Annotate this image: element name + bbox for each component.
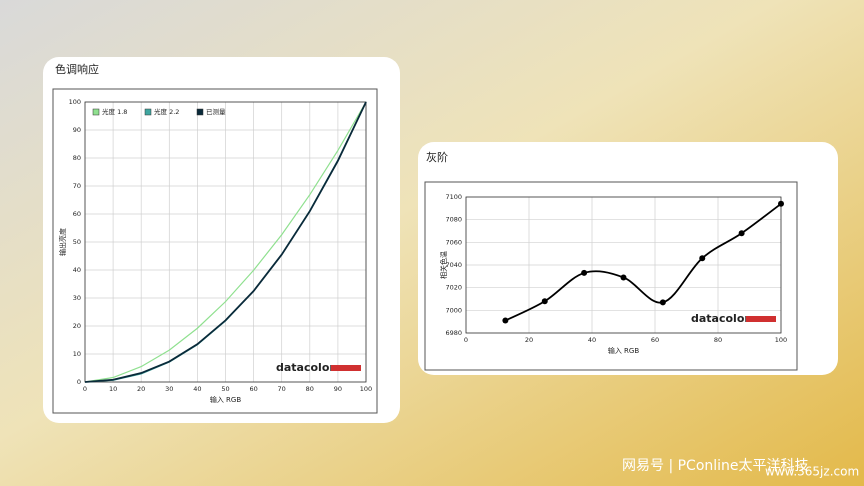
logo: datacolor <box>691 312 750 325</box>
legend-label: 已测量 <box>206 108 226 116</box>
watermark: www.365jz.com <box>765 465 859 479</box>
y-tick-label: 7000 <box>445 306 462 314</box>
x-tick-label: 80 <box>306 385 314 393</box>
y-tick-label: 70 <box>73 182 81 190</box>
marker <box>581 269 588 276</box>
plot-frame <box>424 181 798 371</box>
x-tick-label: 100 <box>360 385 372 393</box>
marker <box>620 274 627 281</box>
logo: datacolor <box>276 361 335 374</box>
y-tick-label: 7020 <box>445 284 462 292</box>
legend-swatch <box>196 108 204 116</box>
legend-swatch <box>92 108 100 116</box>
axes-box <box>465 196 782 334</box>
marker <box>778 200 784 207</box>
y-tick-label: 10 <box>73 350 81 358</box>
x-axis-label: 输入 RGB <box>210 395 242 404</box>
y-tick-label: 100 <box>69 98 81 106</box>
y-tick-label: 20 <box>73 322 81 330</box>
y-tick-label: 7040 <box>445 261 462 269</box>
y-tick-label: 7080 <box>445 216 462 224</box>
marker <box>699 255 706 262</box>
series-line <box>84 101 367 383</box>
y-tick-label: 40 <box>73 266 81 274</box>
x-tick-label: 40 <box>193 385 201 393</box>
y-tick-label: 6980 <box>445 329 462 337</box>
plot-frame <box>52 88 378 414</box>
y-tick-label: 7100 <box>445 193 462 201</box>
y-tick-label: 80 <box>73 154 81 162</box>
x-tick-label: 50 <box>221 385 229 393</box>
x-tick-label: 0 <box>83 385 87 393</box>
x-tick-label: 20 <box>137 385 145 393</box>
y-tick-label: 60 <box>73 210 81 218</box>
x-tick-label: 60 <box>249 385 257 393</box>
y-tick-label: 7060 <box>445 238 462 246</box>
y-axis-label: 相关色温 <box>439 251 448 279</box>
x-tick-label: 0 <box>464 336 468 344</box>
x-tick-label: 30 <box>165 385 173 393</box>
watermark: 网易号 | PConline太平洋科技 <box>622 458 809 474</box>
y-tick-label: 90 <box>73 126 81 134</box>
series-line <box>504 203 782 322</box>
x-tick-label: 10 <box>109 385 117 393</box>
marker <box>502 317 509 324</box>
x-tick-label: 60 <box>651 336 659 344</box>
x-tick-label: 100 <box>775 336 787 344</box>
logo-bar <box>746 316 776 322</box>
y-tick-label: 0 <box>77 378 81 386</box>
marker <box>659 299 666 306</box>
axes-box <box>84 101 367 383</box>
chart-title: 灰阶 <box>426 150 448 164</box>
y-axis-label: 输出亮度 <box>58 228 67 256</box>
marker <box>738 230 745 237</box>
legend-label: 光度 2.2 <box>154 107 179 116</box>
logo-bar <box>331 365 361 371</box>
x-tick-label: 40 <box>588 336 596 344</box>
x-axis-label: 输入 RGB <box>608 346 640 355</box>
series-line <box>84 101 367 383</box>
legend-label: 光度 1.8 <box>102 107 127 116</box>
x-tick-label: 80 <box>714 336 722 344</box>
x-tick-label: 70 <box>278 385 286 393</box>
marker <box>541 298 548 305</box>
y-tick-label: 30 <box>73 294 81 302</box>
y-tick-label: 50 <box>73 238 81 246</box>
chart-title: 色调响应 <box>55 62 99 76</box>
x-tick-label: 90 <box>334 385 342 393</box>
x-tick-label: 20 <box>525 336 533 344</box>
legend-swatch <box>144 108 152 116</box>
